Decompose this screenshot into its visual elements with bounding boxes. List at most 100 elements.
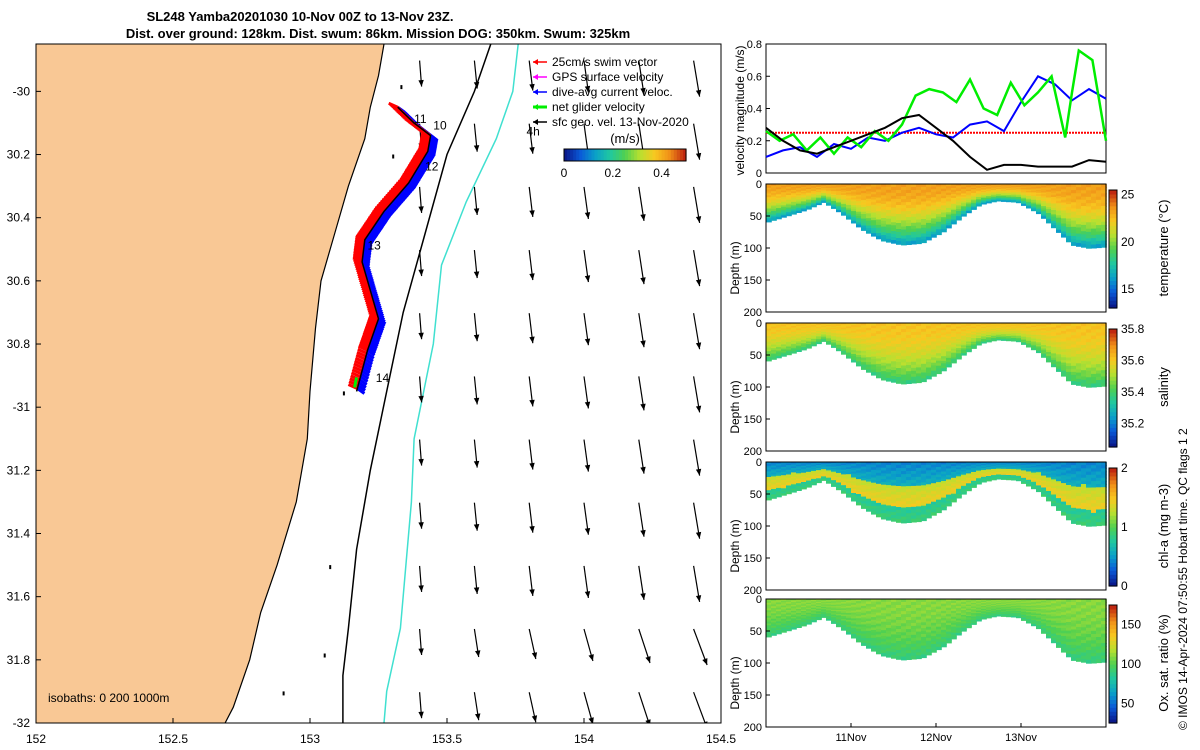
swim-vector [367, 216, 378, 223]
section-cell [961, 473, 967, 476]
section-cell [896, 474, 902, 478]
section-cell [926, 209, 932, 213]
section-cell [846, 206, 852, 210]
section-cell [1061, 467, 1067, 471]
section-cell [906, 462, 912, 466]
section-cell [1091, 370, 1097, 375]
section-cell [1046, 462, 1052, 465]
section-cell [826, 469, 832, 472]
arrow-head [418, 332, 424, 340]
section-cell [1026, 198, 1032, 201]
section-cell [791, 210, 797, 214]
section-cell [766, 356, 772, 360]
section-cell [1041, 348, 1047, 351]
islet-2 [392, 154, 395, 159]
section-cell [786, 335, 792, 338]
section-cell [801, 482, 807, 485]
section-cell [956, 339, 962, 342]
section-cell [871, 199, 877, 203]
section-cell [766, 217, 772, 221]
dive-avg-vector [402, 187, 412, 196]
section-cell [986, 330, 992, 333]
section-cell [971, 341, 977, 344]
section-cell [861, 325, 867, 329]
section-cell [766, 336, 772, 339]
swim-vector [414, 152, 425, 160]
section-cell [871, 467, 877, 471]
section-cell [1056, 337, 1062, 341]
section-cell [776, 609, 782, 612]
section-cell [921, 470, 927, 475]
section-cell [1071, 326, 1077, 330]
section-cell [821, 200, 827, 202]
section-cell [851, 479, 857, 483]
section-cell [1056, 200, 1062, 204]
section-cell [871, 225, 877, 229]
section-cell [1051, 220, 1057, 224]
section-cell [861, 487, 867, 491]
section-cell [931, 194, 937, 198]
section-cell [826, 462, 832, 464]
section-cell [956, 340, 962, 344]
section-cell [791, 198, 797, 202]
section-cell [981, 328, 987, 331]
section-cell [1076, 329, 1082, 334]
section-cell [981, 480, 987, 483]
section-cell [856, 468, 862, 472]
section-cell [1046, 328, 1052, 332]
section-cell [941, 188, 947, 192]
section-cell [1066, 340, 1072, 344]
map-x-ticks: 152 152.5 153 153.5 154 154.5 [26, 718, 736, 746]
section-cell [991, 324, 997, 327]
section-cell [841, 344, 847, 347]
section-cell [811, 462, 817, 464]
section-cell [1031, 193, 1037, 196]
section-cell [1041, 333, 1047, 336]
section-cell [886, 516, 892, 521]
section-cell [776, 489, 782, 493]
section-cell [951, 489, 957, 493]
section-cell [1051, 357, 1057, 361]
section-cell [1081, 243, 1087, 248]
section-cell [916, 326, 922, 330]
section-cell [1026, 192, 1032, 195]
section-colorbar-cell [1109, 439, 1117, 444]
section-cell [801, 339, 807, 342]
section-cell [971, 335, 977, 338]
section-cell [1011, 462, 1017, 464]
section-cell [766, 488, 772, 491]
section-cell [906, 359, 912, 363]
section-cell [836, 200, 842, 203]
section-cell [766, 617, 772, 621]
section-cell [801, 193, 807, 196]
section-cell [791, 197, 797, 200]
section-cell [851, 350, 857, 353]
arrow-head [418, 206, 424, 213]
section-cell [1001, 468, 1007, 471]
section-cell [1101, 462, 1107, 466]
section-cell [786, 202, 792, 206]
section-cell [946, 344, 952, 348]
section-cell [1051, 212, 1057, 216]
section-cell [1056, 490, 1062, 495]
section-cell [876, 470, 882, 474]
section-cell [1056, 339, 1062, 343]
section-cell [941, 483, 947, 487]
section-cell [846, 184, 852, 187]
section-cell [791, 187, 797, 190]
section-cell [916, 195, 922, 200]
section-cell [846, 345, 852, 349]
section-cell [941, 210, 947, 214]
section-cell [856, 222, 862, 226]
section-cell [901, 468, 907, 472]
section-y-label: 50 [750, 350, 762, 362]
section-cell [971, 477, 977, 480]
section-y-label: 150 [744, 414, 762, 426]
section-cell [941, 488, 947, 492]
section-cell [826, 339, 832, 342]
section-cell [796, 330, 802, 333]
section-cell [841, 479, 847, 482]
section-cell [981, 185, 987, 187]
section-colorbar-cell [1109, 507, 1117, 512]
